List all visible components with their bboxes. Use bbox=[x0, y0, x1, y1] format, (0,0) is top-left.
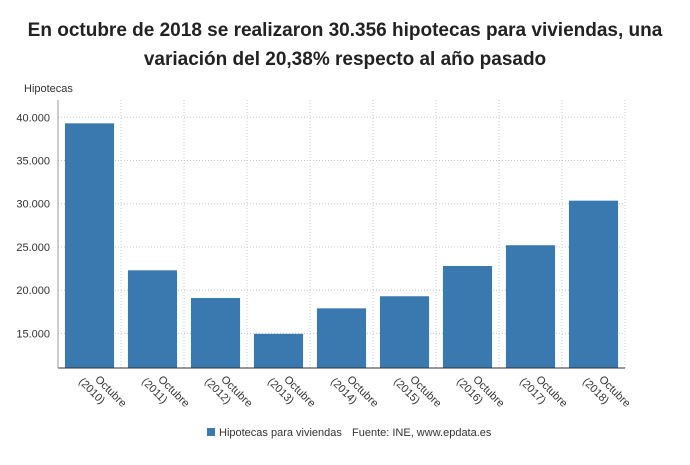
y-tick-label: 35.000 bbox=[16, 156, 50, 168]
x-tick-label: Octubre(2013) bbox=[265, 367, 317, 419]
x-tick-label: Octubre(2014) bbox=[328, 367, 380, 419]
bar bbox=[127, 270, 178, 368]
y-tick-label: 25.000 bbox=[16, 242, 50, 254]
chart-title-line-2: variación del 20,38% respecto al año pas… bbox=[143, 49, 547, 70]
legend-label: Hipotecas para viviendas bbox=[219, 427, 342, 439]
bar bbox=[64, 123, 115, 368]
y-tick-label: 30.000 bbox=[16, 199, 50, 211]
x-tick-label: Octubre(2011) bbox=[139, 367, 191, 419]
bar bbox=[190, 297, 241, 368]
y-axis-label: Hipotecas bbox=[24, 83, 73, 95]
legend-swatch bbox=[207, 428, 215, 436]
x-tick-label: Octubre(2016) bbox=[454, 367, 506, 419]
bar bbox=[316, 308, 367, 368]
y-tick-label: 20.000 bbox=[16, 285, 50, 297]
x-tick-label: Octubre(2010) bbox=[76, 367, 128, 419]
bar bbox=[442, 265, 493, 368]
x-tick-label: Octubre(2015) bbox=[391, 367, 443, 419]
chart-title-line-1: En octubre de 2018 se realizaron 30.356 … bbox=[27, 20, 663, 41]
chart-title: En octubre de 2018 se realizaron 30.356 … bbox=[0, 16, 690, 74]
x-tick-label: Octubre(2012) bbox=[202, 367, 254, 419]
y-tick-label: 40.000 bbox=[16, 112, 50, 124]
bar bbox=[568, 200, 619, 368]
source-note: Fuente: INE, www.epdata.es bbox=[352, 427, 492, 439]
y-tick-label: 15.000 bbox=[16, 328, 50, 340]
x-tick-label: Octubre(2018) bbox=[580, 367, 632, 419]
bar bbox=[505, 245, 556, 368]
x-tick-label: Octubre(2017) bbox=[517, 367, 569, 419]
bar bbox=[379, 296, 430, 368]
bar bbox=[253, 333, 304, 368]
